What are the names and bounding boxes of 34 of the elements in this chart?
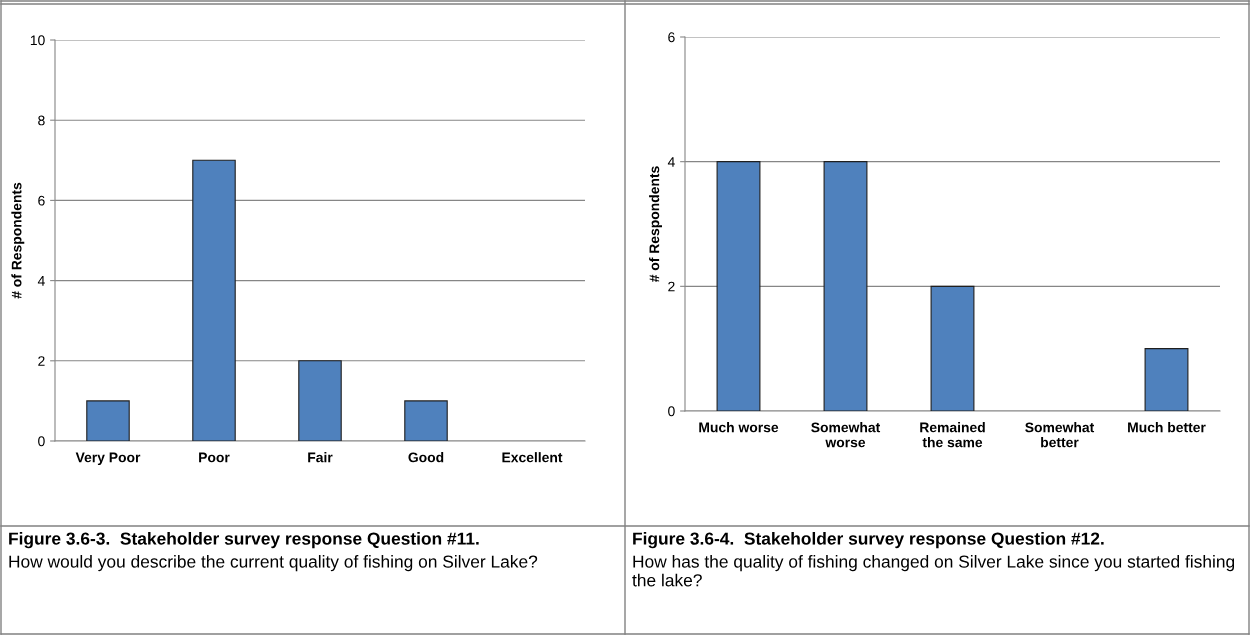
x-tick-label: Remained the same bbox=[920, 422, 985, 448]
y-axis-title: # of Respondents bbox=[11, 182, 25, 299]
bar bbox=[823, 161, 868, 411]
bar bbox=[1144, 348, 1189, 411]
caption: Figure 3.6-3. Stakeholder survey response Question #11. bbox=[9, 532, 479, 549]
x-tick-label: Good bbox=[408, 452, 444, 463]
y-tick-label: 0 bbox=[38, 436, 45, 447]
y-axis-title: # of Respondents bbox=[649, 166, 662, 283]
x-tick-label: Poor bbox=[199, 452, 230, 463]
text: How would you describe the current quality of fishing on Silver Lake? bbox=[9, 555, 538, 572]
y-tick-label: 2 bbox=[668, 281, 675, 292]
y-tick-label: 6 bbox=[38, 195, 45, 206]
y-tick-label: 6 bbox=[668, 32, 675, 43]
x-tick-label: Excellent bbox=[502, 452, 563, 463]
y-tick-label: 4 bbox=[667, 157, 675, 167]
x-tick-label: Very Poor bbox=[75, 452, 141, 466]
x-tick-label: Somewhat worse bbox=[811, 422, 881, 448]
y-tick-label: 10 bbox=[30, 35, 45, 46]
bar bbox=[86, 400, 130, 441]
bar bbox=[716, 161, 761, 411]
y-tick-label: 4 bbox=[37, 276, 45, 286]
y-tick-label: 2 bbox=[38, 356, 45, 366]
x-tick-label: Fair bbox=[308, 452, 333, 463]
bar bbox=[192, 159, 236, 441]
x-tick-label: Much worse bbox=[699, 422, 779, 433]
y-tick-label: 8 bbox=[38, 115, 45, 126]
y-tick-label: 0 bbox=[668, 406, 675, 417]
caption: Figure 3.6-4. Stakeholder survey response Question #12. bbox=[633, 532, 1104, 549]
x-tick-label: Somewhat better bbox=[1025, 422, 1095, 448]
text: How has the quality of fishing changed on Silver Lake since you started fishing the lake? bbox=[632, 555, 1235, 587]
bar bbox=[298, 360, 342, 441]
x-tick-label: Much better bbox=[1128, 422, 1206, 433]
bar bbox=[404, 400, 448, 441]
bar bbox=[930, 285, 975, 411]
